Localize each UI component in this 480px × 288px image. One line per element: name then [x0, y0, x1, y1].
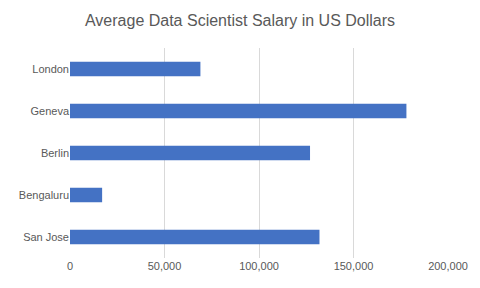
- svg-text:0: 0: [67, 260, 73, 272]
- svg-text:Average Data Scientist Salary: Average Data Scientist Salary in US Doll…: [85, 12, 395, 29]
- svg-text:San Jose: San Jose: [23, 231, 69, 243]
- svg-text:100,000: 100,000: [239, 260, 279, 272]
- svg-text:Bengaluru: Bengaluru: [19, 189, 69, 201]
- svg-text:200,000: 200,000: [428, 260, 468, 272]
- svg-text:Geneva: Geneva: [30, 105, 69, 117]
- svg-text:London: London: [32, 63, 69, 75]
- svg-text:150,000: 150,000: [334, 260, 374, 272]
- svg-text:Berlin: Berlin: [41, 147, 69, 159]
- svg-text:50,000: 50,000: [148, 260, 182, 272]
